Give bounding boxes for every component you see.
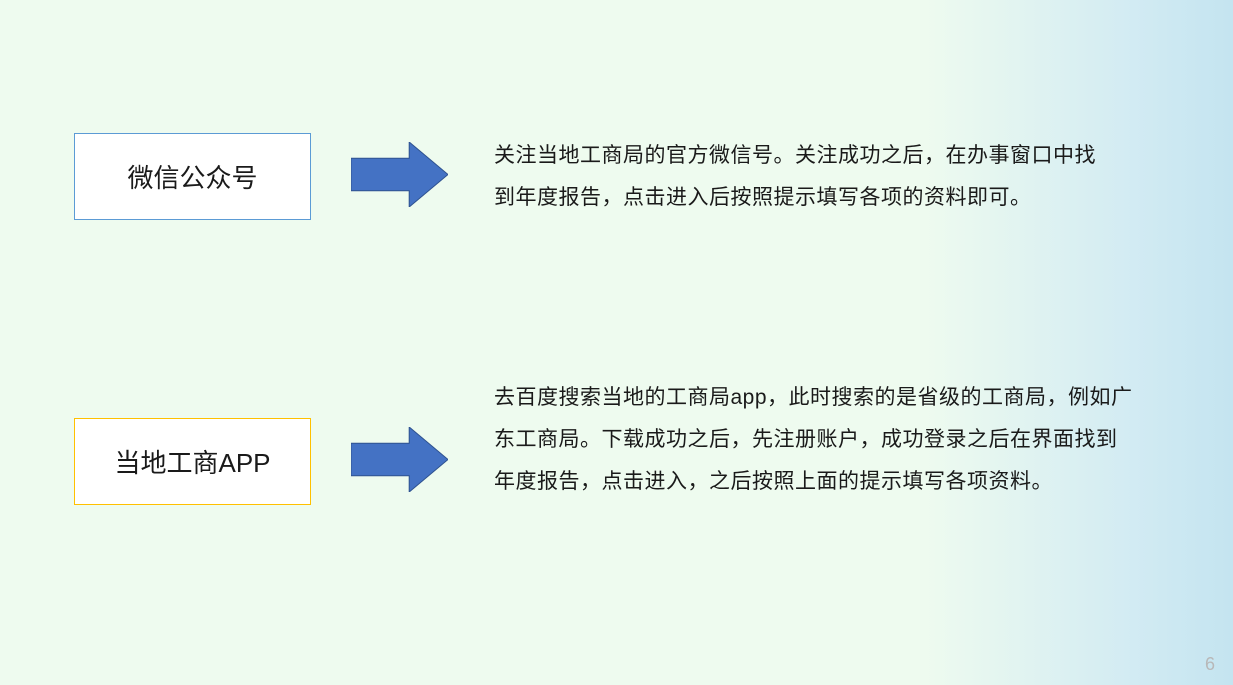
arrow-icon [351,142,448,212]
info-box-label: 当地工商APP [114,443,270,480]
info-box-app: 当地工商APP [74,418,311,505]
slide: 微信公众号 关注当地工商局的官方微信号。关注成功之后，在办事窗口中找到年度报告，… [0,0,1233,685]
info-box-wechat: 微信公众号 [74,133,311,220]
description-text: 关注当地工商局的官方微信号。关注成功之后，在办事窗口中找到年度报告，点击进入后按… [494,135,1114,219]
info-box-label: 微信公众号 [127,158,257,195]
arrow-icon [351,427,448,497]
page-number: 6 [1205,654,1215,675]
description-text: 去百度搜索当地的工商局app，此时搜索的是省级的工商局，例如广东工商局。下载成功… [494,377,1134,503]
